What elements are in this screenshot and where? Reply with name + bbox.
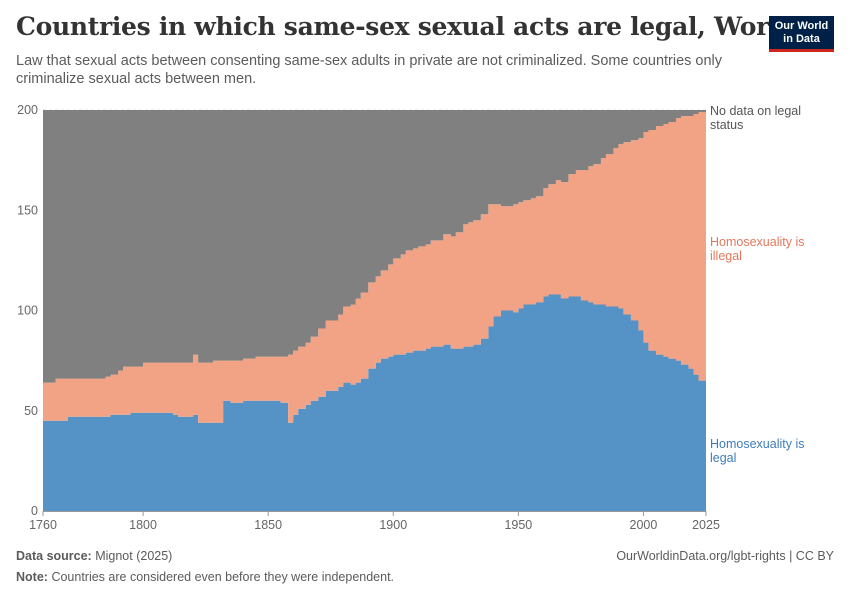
- logo-line-2: in Data: [783, 32, 820, 45]
- x-tick-label: 2000: [630, 518, 658, 532]
- x-tick-label: 1950: [504, 518, 532, 532]
- area-series: [43, 110, 706, 511]
- logo-line-1: Our World: [774, 20, 829, 32]
- source-url[interactable]: OurWorldinData.org/lgbt-rights | CC BY: [616, 549, 834, 563]
- y-tick-label: 0: [31, 504, 38, 518]
- y-tick-label: 200: [17, 103, 38, 117]
- x-tick-label: 1760: [29, 518, 57, 532]
- legend-no-data[interactable]: No data on legal status: [710, 104, 801, 132]
- x-tick-label: 1850: [254, 518, 282, 532]
- x-tick-label: 1900: [379, 518, 407, 532]
- note-label: Note:: [16, 570, 48, 584]
- owid-logo[interactable]: Our World in Data: [769, 16, 834, 52]
- y-tick-label: 100: [17, 304, 38, 318]
- x-tick-label: 2025: [692, 518, 720, 532]
- data-source-link[interactable]: Mignot (2025): [95, 549, 173, 563]
- area-legal[interactable]: [43, 294, 706, 511]
- area-no-data[interactable]: [43, 110, 706, 383]
- axes: 0 50 100 150 200 1760 1800 1850 1900 1950 2000 2025: [17, 103, 720, 532]
- y-tick-label: 150: [17, 203, 38, 217]
- x-tick-label: 1800: [129, 518, 157, 532]
- legend-legal[interactable]: Homosexuality is legal: [710, 437, 804, 465]
- note-text: Countries are considered even before the…: [51, 570, 395, 584]
- y-tick-label: 50: [24, 404, 38, 418]
- data-source-label: Data source:: [16, 549, 92, 563]
- chart-title: Countries in which same-sex sexual acts …: [16, 12, 796, 41]
- footnote: Note: Countries are considered even befo…: [16, 570, 394, 584]
- area-illegal[interactable]: [43, 112, 706, 423]
- legend-illegal[interactable]: Homosexuality is illegal: [710, 235, 804, 263]
- data-source: Data source: Mignot (2025): [16, 549, 172, 563]
- chart-subtitle: Law that sexual acts between consenting …: [16, 53, 723, 87]
- legend: No data on legal status Homosexuality is il…: [710, 104, 804, 465]
